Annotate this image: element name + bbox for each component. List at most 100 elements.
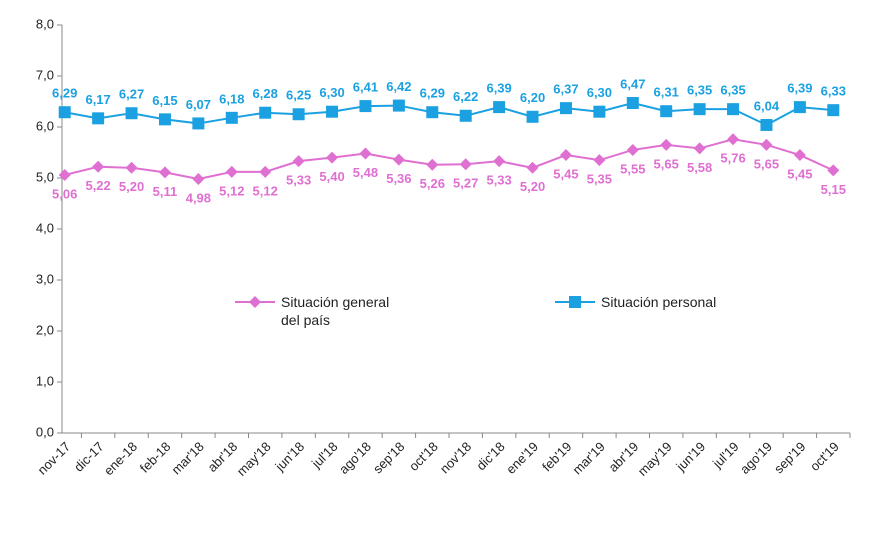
data-label: 6,47: [620, 76, 645, 91]
data-label: 6,15: [152, 93, 177, 108]
x-tick-label: mar'19: [570, 439, 608, 477]
data-label: 5,11: [153, 184, 178, 199]
x-tick-label: oct'18: [406, 439, 441, 474]
y-tick-label: 8,0: [36, 16, 54, 31]
legend-marker: [249, 296, 261, 308]
data-label: 5,58: [687, 160, 712, 175]
point: [526, 110, 539, 123]
y-tick-label: 6,0: [36, 118, 54, 133]
y-tick-label: 1,0: [36, 373, 54, 388]
y-tick-label: 3,0: [36, 271, 54, 286]
data-label: 5,40: [319, 169, 344, 184]
point: [326, 105, 339, 118]
x-tick-label: may'18: [234, 439, 274, 479]
point: [660, 105, 673, 118]
data-label: 5,65: [654, 156, 679, 171]
data-label: 5,22: [85, 178, 110, 193]
point: [92, 112, 105, 125]
point: [158, 166, 171, 179]
legend-label: Situación general del país: [281, 294, 390, 328]
x-tick-label: jun'18: [272, 439, 308, 475]
point: [259, 165, 272, 178]
point: [660, 138, 673, 151]
point: [158, 113, 171, 126]
data-label: 6,35: [687, 83, 712, 98]
data-label: 5,15: [821, 182, 846, 197]
data-label: 6,07: [186, 97, 211, 112]
point: [793, 149, 806, 162]
point: [125, 161, 138, 174]
point: [426, 106, 439, 119]
data-label: 5,33: [486, 173, 511, 188]
point: [192, 173, 205, 186]
data-label: 6,30: [319, 85, 344, 100]
point: [693, 103, 706, 116]
point: [493, 155, 506, 168]
data-label: 6,04: [754, 98, 780, 113]
point: [526, 161, 539, 174]
point: [827, 104, 840, 117]
data-label: 5,48: [353, 165, 378, 180]
data-label: 5,45: [553, 166, 578, 181]
data-label: 5,65: [754, 156, 779, 171]
point: [459, 109, 472, 122]
data-label: 5,06: [52, 186, 77, 201]
data-label: 6,27: [119, 87, 144, 102]
data-label: 5,76: [720, 151, 745, 166]
data-label: 6,39: [486, 81, 511, 96]
point: [459, 158, 472, 171]
point: [92, 160, 105, 173]
data-label: 5,20: [520, 179, 545, 194]
legend-marker: [569, 296, 581, 308]
x-tick-label: sep'18: [370, 439, 407, 476]
point: [292, 108, 305, 121]
point: [359, 147, 372, 160]
data-label: 6,22: [453, 89, 478, 104]
point: [192, 117, 205, 130]
data-label: 5,36: [386, 171, 411, 186]
point: [392, 99, 405, 112]
data-label: 5,33: [286, 173, 311, 188]
y-tick-label: 7,0: [36, 67, 54, 82]
point: [259, 106, 272, 119]
x-tick-label: ago'19: [737, 439, 775, 477]
x-tick-label: sep'19: [771, 439, 808, 476]
data-label: 6,39: [787, 81, 812, 96]
point: [359, 100, 372, 113]
data-label: 5,12: [253, 183, 278, 198]
point: [58, 168, 71, 181]
data-label: 6,20: [520, 90, 545, 105]
series-line: [64, 138, 834, 181]
data-label: 5,12: [219, 183, 244, 198]
y-tick-label: 2,0: [36, 322, 54, 337]
data-label: 5,26: [420, 176, 445, 191]
point: [225, 111, 238, 124]
x-tick-label: ene'19: [503, 439, 541, 477]
y-tick-label: 0,0: [36, 424, 54, 439]
data-label: 6,35: [720, 83, 745, 98]
point: [225, 165, 238, 178]
data-label: 5,55: [620, 161, 645, 176]
point: [493, 101, 506, 114]
x-tick-label: may'19: [635, 439, 675, 479]
data-label: 5,27: [453, 176, 478, 191]
point: [827, 164, 840, 177]
x-tick-label: nov'18: [437, 439, 474, 476]
x-tick-label: dic'18: [473, 439, 507, 473]
point: [593, 105, 606, 118]
x-tick-label: mar'18: [169, 439, 207, 477]
point: [559, 149, 572, 162]
point: [727, 133, 740, 146]
point: [326, 151, 339, 164]
legend-label: Situación personal: [601, 294, 717, 310]
x-tick-label: ene-18: [101, 439, 140, 478]
point: [58, 106, 71, 119]
x-tick-label: jun'19: [673, 439, 709, 475]
point: [693, 142, 706, 155]
x-tick-label: feb'19: [539, 439, 574, 474]
data-label: 5,45: [787, 166, 812, 181]
point: [593, 154, 606, 167]
x-tick-label: nov-17: [35, 439, 74, 478]
point: [626, 143, 639, 156]
